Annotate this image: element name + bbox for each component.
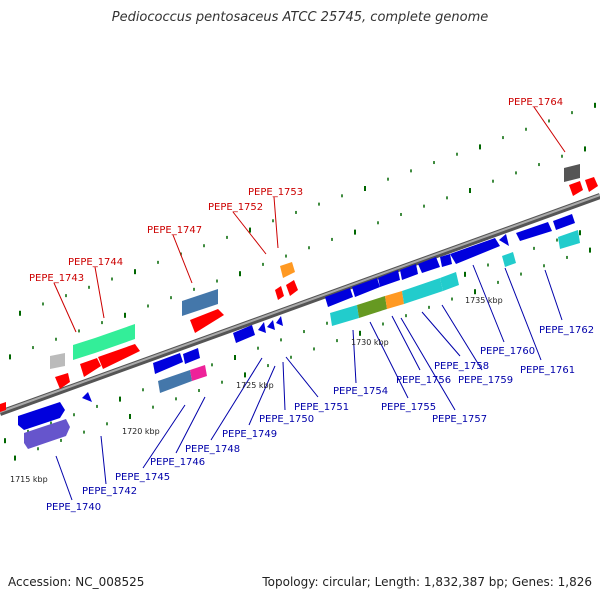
gene-arrow[interactable] — [440, 254, 452, 267]
accession-text: Accession: NC_008525 — [8, 575, 145, 589]
gene-arrow[interactable] — [50, 353, 65, 369]
gene-label[interactable]: PEPE_1745 — [115, 472, 170, 483]
gene-arrow[interactable] — [553, 214, 575, 230]
gene-label[interactable]: PEPE_1752 — [208, 202, 263, 213]
gene-arrow[interactable] — [325, 288, 353, 307]
gene-arrow[interactable] — [499, 234, 509, 246]
gene-arrow[interactable] — [585, 177, 598, 192]
gene-arrow[interactable] — [402, 278, 443, 304]
gene-arrow[interactable] — [80, 358, 101, 377]
genome-backbone-highlight — [0, 194, 600, 413]
gene-label[interactable]: PEPE_1758 — [434, 361, 489, 372]
gene-label[interactable]: PEPE_1757 — [432, 414, 487, 425]
gene-arrow[interactable] — [502, 252, 516, 267]
gene-label[interactable]: PEPE_1760 — [480, 346, 535, 357]
gene-arrow[interactable] — [182, 289, 218, 316]
scale-label: 1715 kbp — [10, 475, 48, 484]
gene-arrow[interactable] — [158, 370, 192, 393]
gene-label[interactable]: PEPE_1762 — [539, 325, 594, 336]
gene-arrow[interactable] — [275, 286, 284, 300]
gene-label[interactable]: PEPE_1759 — [458, 375, 513, 386]
gene-arrow[interactable] — [280, 262, 295, 278]
gene-label[interactable]: PEPE_1744 — [68, 257, 123, 268]
gene-arrow[interactable] — [378, 270, 400, 287]
gene-label[interactable]: PEPE_1747 — [147, 225, 202, 236]
gene-arrow[interactable] — [82, 392, 92, 402]
gene-arrow[interactable] — [330, 305, 359, 326]
scale-label: 1720 kbp — [122, 427, 160, 436]
gene-arrow[interactable] — [276, 316, 283, 326]
gene-arrow[interactable] — [385, 291, 404, 309]
forward-gene-labels: PEPE_1743 PEPE_1744 PEPE_1747 PEPE_1752 … — [29, 97, 566, 333]
scale-label: 1730 kbp — [351, 338, 389, 347]
gene-label[interactable]: PEPE_1750 — [259, 414, 314, 425]
gene-arrow[interactable] — [153, 353, 183, 374]
gene-arrow[interactable] — [267, 320, 275, 330]
gene-arrow[interactable] — [569, 181, 583, 196]
reverse-strand-genes — [18, 214, 580, 449]
gene-label[interactable]: PEPE_1749 — [222, 429, 277, 440]
gene-label[interactable]: PEPE_1754 — [333, 386, 388, 397]
gene-label[interactable]: PEPE_1764 — [508, 97, 563, 108]
map-title: Pediococcus pentosaceus ATCC 25745, comp… — [111, 10, 489, 25]
gene-arrow[interactable] — [564, 164, 580, 182]
gene-arrow[interactable] — [400, 264, 418, 280]
gene-arrow[interactable] — [18, 402, 65, 430]
forward-strand-genes — [0, 164, 598, 412]
gene-label[interactable]: PEPE_1755 — [381, 402, 436, 413]
gene-label[interactable]: PEPE_1761 — [520, 365, 575, 376]
gene-arrow[interactable] — [258, 322, 266, 333]
gene-label[interactable]: PEPE_1753 — [248, 187, 303, 198]
gene-arrow[interactable] — [516, 222, 552, 241]
gene-arrow[interactable] — [95, 324, 135, 353]
gene-arrow[interactable] — [0, 402, 6, 412]
gene-label[interactable]: PEPE_1748 — [185, 444, 240, 455]
gene-arrow[interactable] — [183, 348, 200, 364]
gene-arrow[interactable] — [440, 272, 459, 291]
gene-arrow[interactable] — [450, 238, 500, 264]
gene-label[interactable]: PEPE_1743 — [29, 273, 84, 284]
gene-label[interactable]: PEPE_1746 — [150, 457, 205, 468]
gene-arrow[interactable] — [286, 280, 298, 296]
scale-label: 1725 kbp — [236, 381, 274, 390]
gene-arrow[interactable] — [55, 373, 70, 389]
scale-label: 1735 kbp — [465, 296, 503, 305]
gene-arrow[interactable] — [418, 257, 440, 273]
gene-label[interactable]: PEPE_1742 — [82, 486, 137, 497]
genome-summary: Topology: circular; Length: 1,832,387 bp… — [262, 575, 592, 589]
scale-labels: 1715 kbp 1720 kbp 1725 kbp 1730 kbp 1735… — [10, 296, 503, 484]
gene-label[interactable]: PEPE_1756 — [396, 375, 451, 386]
gene-arrow[interactable] — [190, 365, 207, 381]
gene-label[interactable]: PEPE_1740 — [46, 502, 101, 513]
gene-arrow[interactable] — [98, 344, 140, 369]
gene-arrow[interactable] — [352, 278, 380, 297]
gene-arrow[interactable] — [233, 325, 255, 343]
gene-arrow[interactable] — [558, 230, 580, 249]
gene-arrow[interactable] — [190, 309, 224, 333]
gene-arrow[interactable] — [357, 296, 387, 318]
gene-arrow[interactable] — [73, 338, 95, 360]
reverse-gene-labels: PEPE_1740 PEPE_1742 PEPE_1745 PEPE_1746 … — [46, 264, 594, 513]
gene-label[interactable]: PEPE_1751 — [294, 402, 349, 413]
gene-arrow[interactable] — [24, 419, 70, 449]
